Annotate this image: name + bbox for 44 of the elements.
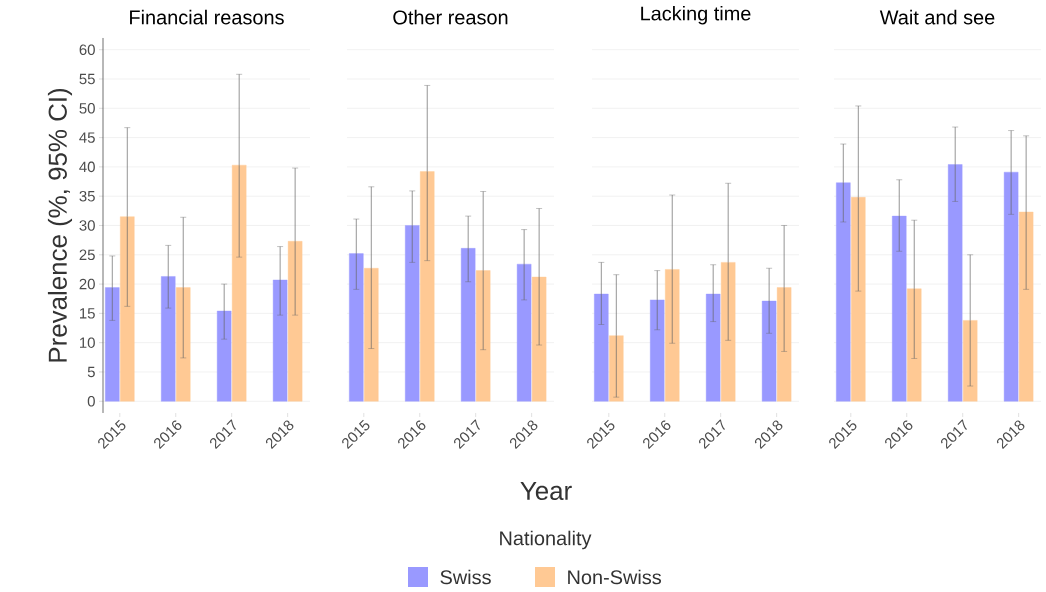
x-axis-title: Year: [520, 481, 572, 501]
chart-title: Other reason: [393, 9, 508, 25]
y-tick-label: 55: [79, 73, 95, 85]
bar: [947, 164, 963, 402]
bar: [231, 164, 247, 402]
bar: [161, 276, 176, 402]
y-axis-title: Prevalence (%, 95% CI): [47, 88, 73, 362]
bar: [851, 197, 866, 402]
y-tick-label: 20: [79, 278, 95, 290]
bar: [420, 171, 435, 402]
bar: [287, 241, 303, 402]
y-tick-label: 40: [79, 161, 95, 173]
bar: [594, 293, 609, 402]
y-tick-label: 60: [79, 44, 95, 55]
y-tick-label: 0: [87, 395, 95, 407]
legend-label: Swiss: [440, 569, 491, 585]
y-tick-label: 10: [80, 337, 95, 348]
y-tick-label: 50: [79, 103, 95, 114]
bar: [1003, 171, 1019, 402]
bar: [836, 182, 851, 402]
y-tick-label: 30: [79, 220, 95, 231]
bar: [405, 225, 420, 402]
bar: [272, 279, 288, 402]
bar: [105, 287, 120, 402]
bar: [349, 253, 364, 402]
bar: [892, 215, 907, 402]
y-tick-label: 45: [79, 132, 95, 143]
bar: [216, 310, 232, 402]
bar: [120, 216, 135, 402]
chart-title: Lacking time: [641, 5, 751, 25]
y-tick-label: 35: [79, 190, 95, 202]
bar: [650, 299, 665, 402]
y-tick-label: 25: [79, 249, 95, 261]
legend-label: Non-Swiss: [568, 569, 661, 585]
bar: [1018, 211, 1034, 402]
bar: [516, 263, 532, 402]
bar: [460, 248, 476, 402]
chart-title: Financial reasons: [130, 9, 284, 25]
bar: [761, 300, 777, 402]
bar: [705, 293, 721, 402]
chart-title: Wait and see: [879, 9, 995, 25]
y-tick-label: 15: [80, 308, 95, 319]
y-tick-label: 5: [87, 366, 95, 378]
legend-title: Nationality: [500, 530, 592, 550]
